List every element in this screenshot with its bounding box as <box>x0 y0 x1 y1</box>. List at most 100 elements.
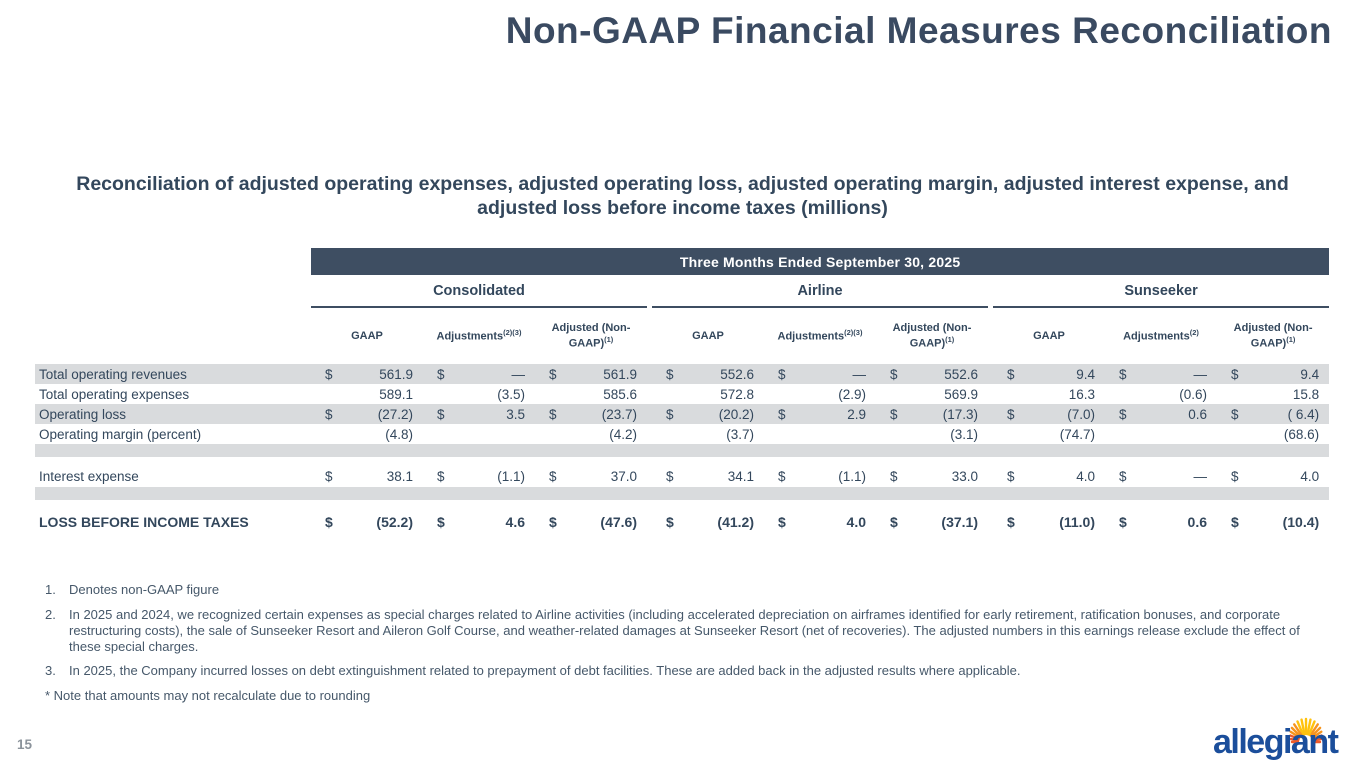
blank-cell <box>35 248 311 275</box>
value-cell: $37.0 <box>535 466 647 487</box>
footnote-text: Denotes non-GAAP figure <box>69 582 220 597</box>
cell-value: 4.0 <box>1300 469 1320 484</box>
row-label: Interest expense <box>39 469 139 484</box>
column-header: Adjustments(2)(3) <box>764 307 876 364</box>
value-cell-inner: $4.0 <box>1217 469 1329 484</box>
value-cell: $561.9 <box>311 364 423 384</box>
currency-symbol: $ <box>778 514 786 530</box>
value-cell: $552.6 <box>652 364 764 384</box>
cell-value: — <box>852 366 867 382</box>
value-cell-inner: 585.6 <box>535 387 647 402</box>
value-cell-inner: 16.3 <box>993 387 1105 402</box>
value-cell-inner: 15.8 <box>1217 387 1329 402</box>
cell-value: (3.1) <box>950 426 978 442</box>
column-header-label: Adjustments <box>777 330 845 343</box>
cell-value: 4.0 <box>846 514 866 530</box>
value-cell-inner: 572.8 <box>652 387 764 402</box>
currency-symbol: $ <box>666 406 674 422</box>
table-caption: Reconciliation of adjusted operating exp… <box>76 173 1289 220</box>
cell-value: — <box>1193 469 1208 484</box>
value-cell-inner: $ — <box>764 367 876 382</box>
sunburst-icon <box>1289 717 1323 744</box>
value-cell: (0.6) <box>1105 384 1217 404</box>
value-cell-inner: (3.7) <box>652 427 764 442</box>
value-cell: $ (1.1) <box>764 466 876 487</box>
value-cell-inner: (2.9) <box>764 387 876 402</box>
value-cell: $ (47.6) <box>535 509 647 535</box>
value-cell: $9.4 <box>993 364 1105 384</box>
value-cell: $ — <box>1105 364 1217 384</box>
value-cell: $ (10.4) <box>1217 509 1329 535</box>
cell-value: (27.2) <box>377 406 413 422</box>
cell-value: 585.6 <box>603 386 637 402</box>
value-cell: 572.8 <box>652 384 764 404</box>
currency-symbol: $ <box>1231 366 1239 382</box>
currency-symbol: $ <box>1119 366 1127 382</box>
table-row: Operating margin (percent) (4.8) (4.2) (3.7… <box>35 424 1329 444</box>
cell-value: 9.4 <box>1076 366 1095 382</box>
cell-value: (0.6) <box>1179 386 1207 402</box>
column-header-label: Adjustments <box>1123 330 1190 343</box>
value-cell: $33.0 <box>876 466 988 487</box>
value-cell-inner: 589.1 <box>311 387 423 402</box>
value-cell-inner: $ (11.0) <box>993 514 1105 530</box>
value-cell: $ (27.2) <box>311 404 423 424</box>
value-cell: 15.8 <box>1217 384 1329 404</box>
value-cell: (3.5) <box>423 384 535 404</box>
spacer-row <box>35 457 1330 466</box>
value-cell: $0.6 <box>1105 509 1217 535</box>
value-cell: $ (20.2) <box>652 404 764 424</box>
cell-value: (74.7) <box>1059 426 1095 442</box>
footnote-marker: (1) <box>1286 335 1296 345</box>
value-cell: $ (52.2) <box>311 509 423 535</box>
value-cell: (4.2) <box>535 424 647 444</box>
currency-symbol: $ <box>1231 514 1239 530</box>
footnote-number: 1. <box>45 582 56 597</box>
value-cell-inner: $ ( 6.4) <box>1217 407 1329 422</box>
value-cell: $9.4 <box>1217 364 1329 384</box>
value-cell-inner: $552.6 <box>652 367 764 382</box>
currency-symbol: $ <box>437 366 445 382</box>
value-cell-inner: $ (27.2) <box>311 407 423 422</box>
cell-value: 0.6 <box>1188 406 1207 422</box>
currency-symbol: $ <box>1119 514 1127 530</box>
value-cell-inner: 569.9 <box>876 387 988 402</box>
value-cell: $ (7.0) <box>993 404 1105 424</box>
currency-symbol: $ <box>1231 406 1239 422</box>
cell-value: (17.3) <box>942 406 978 422</box>
value-cell: (2.9) <box>764 384 876 404</box>
footnote-number: 2. <box>45 606 56 622</box>
footnote-marker: (2) <box>1189 328 1199 338</box>
currency-symbol: $ <box>325 514 333 530</box>
cell-value: — <box>1193 366 1208 382</box>
value-cell: (3.7) <box>652 424 764 444</box>
table-row: Interest expense $38.1 $ (1.1) $37.0 $34.1 $ (1… <box>35 466 1329 487</box>
logo-wordmark: allegiant <box>1213 723 1339 761</box>
spacer-cell <box>35 500 1330 509</box>
row-label: Total operating revenues <box>39 366 187 382</box>
value-cell: (3.1) <box>876 424 988 444</box>
cell-value: 9.4 <box>1300 366 1320 382</box>
cell-value: (7.0) <box>1067 406 1095 422</box>
spacer-cell <box>35 487 1330 500</box>
table-row: LOSS BEFORE INCOME TAXES $ (52.2) $4.6 $ (47.… <box>35 509 1329 535</box>
value-cell-inner: (3.5) <box>423 387 535 402</box>
cell-value: (47.6) <box>600 514 637 530</box>
value-cell: $38.1 <box>311 466 423 487</box>
cell-value: 16.3 <box>1068 386 1095 402</box>
currency-symbol: $ <box>666 514 674 530</box>
row-label: Operating loss <box>39 406 127 422</box>
value-cell-inner: $3.5 <box>423 407 535 422</box>
value-cell-inner: (4.8) <box>311 427 423 442</box>
spacer-row <box>35 500 1330 509</box>
value-cell: 589.1 <box>311 384 423 404</box>
value-cell-inner: $0.6 <box>1105 514 1217 530</box>
column-header: Adjusted (Non-GAAP)(1) <box>876 307 988 364</box>
value-cell-inner: (74.7) <box>993 427 1105 442</box>
currency-symbol: $ <box>437 469 445 484</box>
cell-value: (68.6) <box>1283 426 1320 442</box>
cell-value: 552.6 <box>944 366 978 382</box>
value-cell-inner: $ — <box>1105 367 1217 382</box>
cell-value: 4.0 <box>1076 469 1095 484</box>
column-header-label: Adjustments <box>436 330 504 343</box>
